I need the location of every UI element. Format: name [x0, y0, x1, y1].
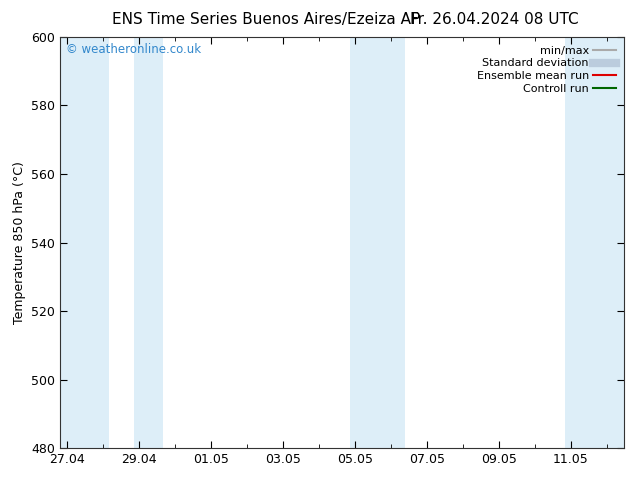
Bar — [349, 37, 405, 448]
Text: Fr. 26.04.2024 08 UTC: Fr. 26.04.2024 08 UTC — [410, 12, 579, 27]
Bar — [565, 37, 628, 448]
Bar — [60, 37, 109, 448]
Bar — [134, 37, 163, 448]
Text: © weatheronline.co.uk: © weatheronline.co.uk — [66, 43, 201, 56]
Legend: min/max, Standard deviation, Ensemble mean run, Controll run: min/max, Standard deviation, Ensemble me… — [474, 42, 619, 98]
Y-axis label: Temperature 850 hPa (°C): Temperature 850 hPa (°C) — [13, 161, 26, 324]
Text: ENS Time Series Buenos Aires/Ezeiza AP: ENS Time Series Buenos Aires/Ezeiza AP — [112, 12, 420, 27]
